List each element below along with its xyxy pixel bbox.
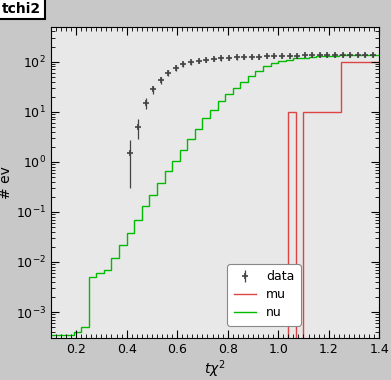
Legend: data, mu, nu: data, mu, nu [228,264,301,326]
X-axis label: $t\chi^2$: $t\chi^2$ [204,359,226,380]
Y-axis label: # ev: # ev [0,166,13,199]
Text: tchi2: tchi2 [2,2,41,16]
